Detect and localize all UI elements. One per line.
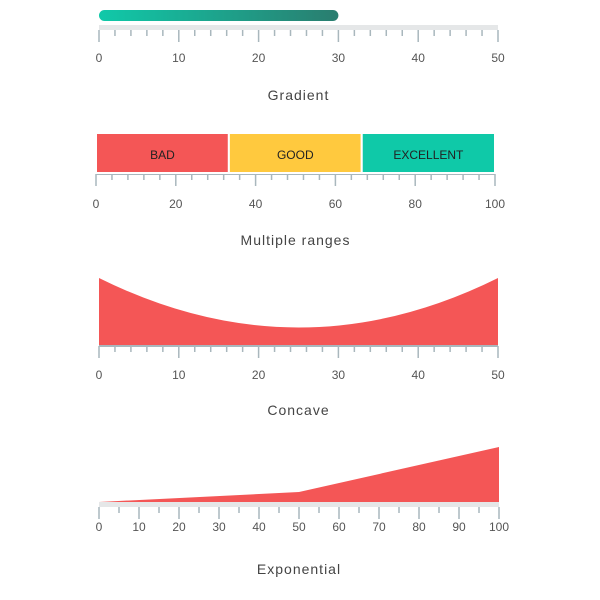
concave-range [99,278,498,345]
tick-label: 0 [96,520,103,534]
tick-label: 80 [412,520,426,534]
tick-label: 10 [172,368,186,382]
tick-label: 40 [412,368,426,382]
tick-label: 40 [252,520,266,534]
tick-label: 20 [169,197,183,211]
multiple-ranges-gauge: BAD GOOD EXCELLENT 0 20 40 60 80 100 Multiple ran… [93,132,505,248]
gauge-title: Exponential [257,561,341,577]
tick-label: 50 [491,51,505,65]
tick-label: 0 [96,51,103,65]
tick-label: 50 [491,368,505,382]
gauge-title: Concave [267,402,329,418]
tick-label: 80 [409,197,423,211]
tick-label: 20 [172,520,186,534]
range-label: BAD [150,148,175,162]
gauge-title: Multiple ranges [241,232,351,248]
exponential-range [99,492,299,502]
gradient-gauge: 0 10 20 30 40 50 Gradient [96,10,505,103]
tick-label: 10 [172,51,186,65]
tick-label: 70 [372,520,386,534]
tick-label: 30 [212,520,226,534]
tick-label: 60 [332,520,346,534]
range-label: EXCELLENT [393,148,464,162]
tick-label: 40 [249,197,263,211]
tick-label: 100 [485,197,505,211]
axis-line [99,25,498,30]
tick-label: 30 [332,368,346,382]
exponential-range [299,447,499,502]
range-excellent [360,132,497,174]
range-label: GOOD [277,148,314,162]
bar-pointer [99,10,339,21]
axis-line [99,502,499,507]
tick-label: 0 [96,368,103,382]
gauge-title: Gradient [268,87,330,103]
tick-label: 20 [252,51,266,65]
tick-label: 100 [489,520,509,534]
tick-label: 50 [292,520,306,534]
tick-label: 20 [252,368,266,382]
tick-label: 0 [93,197,100,211]
tick-label: 40 [412,51,426,65]
exponential-gauge: 0 10 20 30 40 50 60 70 80 90 100 Exponential [96,447,509,577]
tick-label: 60 [329,197,343,211]
tick-label: 10 [132,520,146,534]
tick-label: 90 [452,520,466,534]
concave-gauge: 0 10 20 30 40 50 Concave [96,278,505,418]
tick-label: 30 [332,51,346,65]
